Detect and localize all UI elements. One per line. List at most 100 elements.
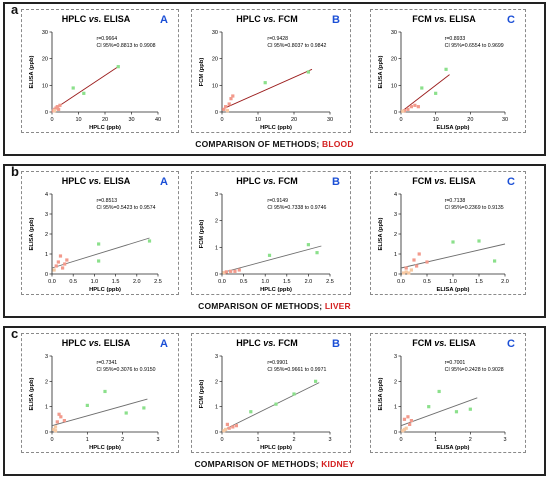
data-point — [237, 268, 241, 272]
y-tick-label: 3 — [394, 212, 397, 218]
data-point — [55, 420, 59, 424]
x-axis-label: ELISA (ppb) — [437, 125, 470, 131]
data-point — [413, 103, 417, 107]
data-point — [306, 243, 310, 247]
data-point — [451, 240, 455, 244]
data-point — [249, 410, 253, 414]
panel-letter: a — [11, 2, 19, 17]
fit-line — [51, 398, 148, 427]
y-tick-label: 2 — [215, 219, 218, 225]
title-method-a: FCM — [412, 14, 434, 24]
x-axis-label: ELISA (ppb) — [437, 287, 470, 293]
x-tick-label: 0.5 — [423, 279, 431, 285]
data-point — [425, 260, 429, 264]
fit-line — [51, 237, 150, 269]
x-tick-label: 20 — [467, 117, 473, 123]
x-tick-label: 0.5 — [240, 279, 248, 285]
data-point — [402, 427, 407, 432]
x-axis-label: ELISA (ppb) — [437, 445, 470, 451]
y-tick-label: 3 — [215, 354, 218, 360]
stat-r: r=0.8513 — [97, 198, 118, 204]
panel-blood: a HPLC vs. ELISA A 0 10 20 30 40 0 10 20 30 HPLC (p… — [3, 2, 546, 156]
y-tick-label: 3 — [45, 354, 48, 360]
data-point — [401, 429, 405, 433]
title-vs: vs. — [263, 176, 278, 186]
y-tick-label: 2 — [45, 232, 48, 238]
y-tick-label: 1 — [215, 405, 218, 411]
data-point — [58, 103, 62, 107]
data-point — [404, 266, 408, 270]
x-tick-label: 2 — [292, 437, 295, 443]
data-point — [229, 97, 233, 101]
data-point — [406, 107, 410, 111]
x-tick-label: 30 — [128, 117, 134, 123]
x-tick-label: 0.0 — [397, 279, 405, 285]
y-tick-label: 1 — [394, 252, 397, 258]
data-point — [142, 406, 146, 410]
x-tick-label: 1 — [256, 437, 259, 443]
title-method-b: ELISA — [104, 14, 131, 24]
fit-line — [221, 382, 320, 432]
scatter-chart: HPLC vs. ELISA A 0.0 0.5 1.0 1.5 2.0 2.5 0 1 2 3 4 HP… — [29, 176, 168, 293]
y-tick-label: 0 — [394, 430, 397, 436]
data-point — [55, 105, 59, 109]
data-point — [52, 268, 56, 272]
y-tick-label: 30 — [391, 30, 397, 36]
stat-r: r=0.9664 — [97, 36, 118, 42]
chart-title: HPLC vs. ELISA — [62, 338, 131, 348]
scatter-chart: FCM vs. ELISA C 0 10 20 30 0 10 20 30 ELISA (ppb) E… — [378, 14, 515, 131]
chart-tag: C — [507, 338, 515, 350]
data-point — [404, 270, 408, 274]
x-axis-label: HPLC (ppb) — [89, 125, 121, 131]
title-method-b: FCM — [278, 14, 298, 24]
x-tick-label: 0.5 — [69, 279, 77, 285]
y-axis-label: FCM (ppb) — [199, 58, 205, 87]
title-method-b: ELISA — [104, 338, 131, 348]
scatter-chart: HPLC vs. ELISA A 0 1 2 3 0 1 2 3 HPLC (ppb) ELISA (… — [29, 338, 168, 451]
stat-ci: CI 95%=0.8037 to 0.9842 — [267, 43, 326, 49]
x-tick-label: 2 — [121, 437, 124, 443]
data-point — [231, 94, 235, 98]
chart-box: FCM vs. ELISA C 0 10 20 30 0 10 20 30 ELISA (ppb) E… — [370, 9, 526, 133]
y-tick-label: 0 — [215, 110, 218, 116]
data-point — [409, 268, 413, 272]
x-tick-label: 1.5 — [112, 279, 120, 285]
x-tick-label: 10 — [75, 117, 81, 123]
x-tick-label: 0 — [50, 117, 53, 123]
y-tick-label: 2 — [394, 232, 397, 238]
y-tick-label: 0 — [394, 272, 397, 278]
stat-ci: CI 95%=0.7338 to 0.9746 — [267, 205, 326, 211]
data-point — [468, 407, 472, 411]
x-tick-label: 10 — [255, 117, 261, 123]
data-point — [274, 402, 278, 406]
title-method-a: HPLC — [236, 338, 263, 348]
chart-title: HPLC vs. ELISA — [62, 176, 131, 186]
x-tick-label: 0 — [220, 437, 223, 443]
data-point — [224, 105, 228, 109]
y-axis-label: ELISA (ppb) — [29, 55, 35, 88]
chart-tag: A — [160, 176, 168, 188]
data-point — [225, 109, 229, 113]
data-point — [406, 415, 410, 419]
scatter-chart: FCM vs. ELISA C 0 1 2 3 0 1 2 3 ELISA (ppb) ELISA (… — [378, 338, 515, 451]
x-tick-label: 3 — [328, 437, 331, 443]
data-point — [233, 269, 237, 273]
title-method-b: FCM — [278, 338, 298, 348]
x-axis-label: HPLC (ppb) — [89, 445, 121, 451]
stat-r: r=0.7341 — [97, 360, 118, 366]
chart-title: HPLC vs. FCM — [236, 338, 298, 348]
y-tick-label: 3 — [215, 192, 218, 198]
data-point — [222, 107, 226, 111]
x-tick-label: 0 — [399, 117, 402, 123]
x-axis-label: HPLC (ppb) — [260, 287, 292, 293]
title-vs: vs. — [89, 14, 104, 24]
y-tick-label: 4 — [394, 192, 397, 198]
data-point — [234, 424, 238, 428]
data-point — [231, 425, 235, 429]
data-point — [229, 269, 233, 273]
title-method-a: HPLC — [236, 176, 263, 186]
stat-ci: CI 95%=0.2428 to 0.9028 — [445, 367, 504, 373]
data-point — [267, 253, 272, 257]
y-tick-label: 1 — [394, 405, 397, 411]
data-point — [314, 379, 318, 383]
